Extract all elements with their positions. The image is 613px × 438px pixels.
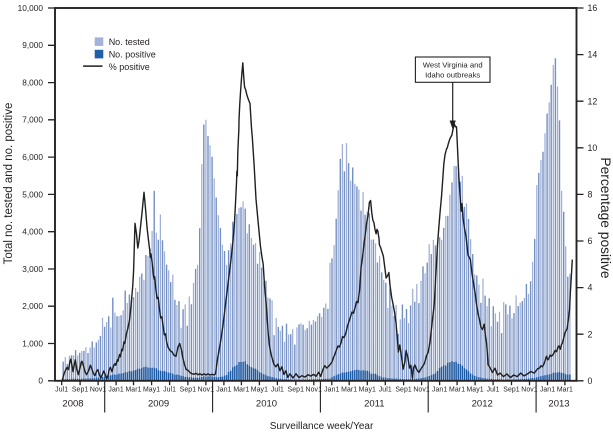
svg-text:3,000: 3,000 bbox=[22, 264, 43, 274]
svg-text:Sep1: Sep1 bbox=[180, 387, 197, 394]
svg-text:May1: May1 bbox=[143, 387, 160, 394]
svg-text:Mar1: Mar1 bbox=[449, 387, 465, 394]
svg-text:No. positive: No. positive bbox=[109, 50, 156, 60]
svg-text:2,000: 2,000 bbox=[22, 301, 43, 311]
svg-text:16: 16 bbox=[588, 3, 598, 13]
svg-text:4,000: 4,000 bbox=[22, 227, 43, 237]
svg-text:Nov1: Nov1 bbox=[413, 387, 430, 394]
svg-text:Jan1: Jan1 bbox=[108, 387, 123, 394]
svg-text:Sep1: Sep1 bbox=[503, 387, 520, 394]
svg-text:Jan1: Jan1 bbox=[540, 387, 555, 394]
svg-text:Nov1: Nov1 bbox=[90, 387, 107, 394]
svg-text:May1: May1 bbox=[359, 387, 376, 394]
svg-text:14: 14 bbox=[588, 50, 598, 60]
svg-text:10: 10 bbox=[588, 143, 598, 153]
svg-text:Jul1: Jul1 bbox=[55, 387, 68, 394]
svg-text:6: 6 bbox=[588, 236, 593, 246]
svg-text:Jan1: Jan1 bbox=[324, 387, 339, 394]
svg-text:Mar1: Mar1 bbox=[233, 387, 249, 394]
svg-text:West Virginia and: West Virginia and bbox=[423, 61, 483, 70]
svg-text:May1: May1 bbox=[251, 387, 268, 394]
svg-text:2013: 2013 bbox=[548, 399, 569, 410]
svg-text:Mar1: Mar1 bbox=[341, 387, 357, 394]
svg-text:4: 4 bbox=[588, 283, 593, 293]
svg-text:Jul1: Jul1 bbox=[271, 387, 284, 394]
svg-text:Jul1: Jul1 bbox=[379, 387, 392, 394]
svg-text:12: 12 bbox=[588, 96, 598, 106]
svg-text:No. tested: No. tested bbox=[109, 37, 150, 47]
svg-text:Jul1: Jul1 bbox=[487, 387, 500, 394]
svg-text:0: 0 bbox=[38, 376, 43, 386]
svg-text:2009: 2009 bbox=[148, 399, 169, 410]
svg-text:Sep1: Sep1 bbox=[72, 387, 89, 394]
svg-text:Mar1: Mar1 bbox=[125, 387, 141, 394]
svg-text:Nov1: Nov1 bbox=[306, 387, 323, 394]
svg-text:2010: 2010 bbox=[256, 399, 277, 410]
svg-text:Sep1: Sep1 bbox=[288, 387, 305, 394]
svg-text:Nov1: Nov1 bbox=[521, 387, 538, 394]
svg-text:Jul1: Jul1 bbox=[163, 387, 176, 394]
svg-text:1,000: 1,000 bbox=[22, 338, 43, 348]
svg-text:2012: 2012 bbox=[472, 399, 493, 410]
svg-text:8,000: 8,000 bbox=[22, 78, 43, 88]
svg-text:Percentage positive: Percentage positive bbox=[598, 157, 613, 279]
svg-text:2008: 2008 bbox=[62, 399, 83, 410]
svg-text:May1: May1 bbox=[466, 387, 483, 394]
svg-text:Jan1: Jan1 bbox=[432, 387, 447, 394]
svg-text:Surveillance week/Year: Surveillance week/Year bbox=[270, 421, 374, 432]
svg-text:8: 8 bbox=[588, 190, 593, 200]
svg-text:6,000: 6,000 bbox=[22, 152, 43, 162]
svg-text:Sep1: Sep1 bbox=[395, 387, 412, 394]
svg-text:Idaho outbreaks: Idaho outbreaks bbox=[425, 71, 480, 80]
svg-text:0: 0 bbox=[588, 376, 593, 386]
svg-text:2: 2 bbox=[588, 329, 593, 339]
svg-text:7,000: 7,000 bbox=[22, 115, 43, 125]
svg-text:Jan1: Jan1 bbox=[216, 387, 231, 394]
svg-text:9,000: 9,000 bbox=[22, 40, 43, 50]
svg-text:Mar1: Mar1 bbox=[557, 387, 573, 394]
svg-text:2011: 2011 bbox=[364, 399, 384, 410]
svg-text:5,000: 5,000 bbox=[22, 189, 43, 199]
svg-text:% positive: % positive bbox=[109, 62, 150, 72]
svg-text:Total no. tested and no. posit: Total no. tested and no. positive bbox=[3, 103, 15, 265]
svg-text:Nov1: Nov1 bbox=[198, 387, 215, 394]
svg-text:10,000: 10,000 bbox=[18, 3, 44, 13]
